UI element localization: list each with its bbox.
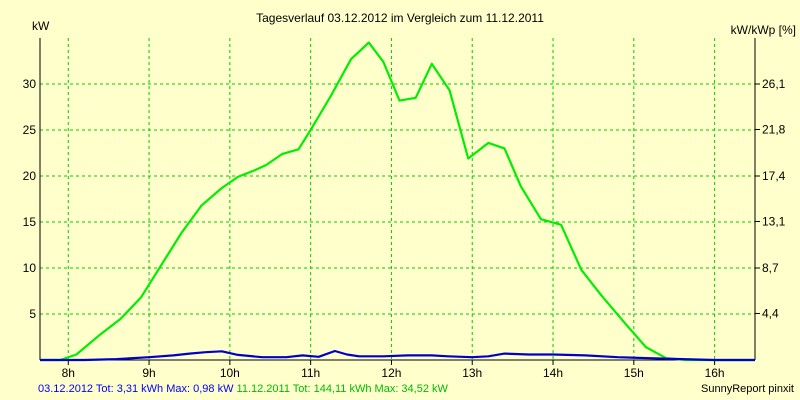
axes [39,38,760,365]
chart-title: Tagesverlauf 03.12.2012 im Vergleich zum… [256,11,544,25]
y-tick-label-left: 20 [23,169,37,183]
y-tick-label-left: 15 [23,215,37,229]
credit-text: SunnyReport pinxit [701,383,794,395]
x-tick-label: 16h [705,366,725,380]
series-line-11-12-2011 [40,41,755,362]
x-tick-label: 10h [220,366,240,380]
y-tick-label-left: 30 [23,77,37,91]
x-tick-label: 13h [462,366,482,380]
tick-labels: 8h 9h 10h 11h 12h 13h 14h 15h 16h 5 10 15 20 25 30 4,4 8… [23,77,786,380]
y-tick-label-right: 4,4 [762,306,779,320]
x-tick-label: 12h [381,366,401,380]
grid [40,38,755,360]
chart-footer: 03.12.2012 Tot: 3,31 kWh Max: 0,98 kW 11… [38,383,448,395]
y-axis-label-right: kW/kWp [%] [731,23,796,37]
footer-series-2011: 11.12.2011 Tot: 144,11 kWh Max: 34,52 kW [236,383,448,395]
x-tick-label: 8h [62,366,75,380]
y-tick-label-left: 10 [23,261,37,275]
y-tick-label-left: 5 [29,307,36,321]
footer-series-2012: 03.12.2012 Tot: 3,31 kWh Max: 0,98 kW [38,383,234,395]
series-lines [40,41,755,362]
series-line-03-12-2012 [40,349,755,362]
y-tick-label-left: 25 [23,123,37,137]
x-tick-label: 9h [142,366,155,380]
y-tick-label-right: 17,4 [762,169,786,183]
y-axis-label-left: kW [32,19,50,33]
x-tick-label: 11h [301,366,320,380]
x-tick-label: 15h [624,366,644,380]
y-tick-label-right: 8,7 [762,261,779,275]
y-tick-label-right: 21,8 [762,122,786,136]
y-tick-label-right: 26,1 [762,77,786,91]
y-tick-label-right: 13,1 [762,214,786,228]
x-tick-label: 14h [543,366,563,380]
